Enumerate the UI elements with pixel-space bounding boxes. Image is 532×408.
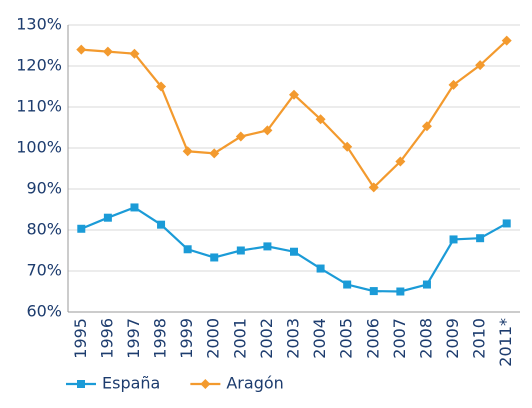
data-point xyxy=(76,44,87,55)
x-tick-label: 2006 xyxy=(363,318,382,359)
data-point xyxy=(289,89,299,100)
x-tick-label: 1998 xyxy=(151,318,170,359)
x-tick-label: 2007 xyxy=(390,318,409,359)
y-tick-label: 110% xyxy=(16,97,62,116)
data-point xyxy=(421,121,432,132)
x-tick-label: 2008 xyxy=(416,318,435,359)
legend-label: Aragón xyxy=(226,374,283,393)
data-point xyxy=(368,182,379,193)
x-tick-label: 1999 xyxy=(177,318,196,359)
y-tick-label: 90% xyxy=(26,179,62,198)
x-tick-label: 2011* xyxy=(496,318,515,367)
data-point xyxy=(263,242,272,251)
x-tick-label: 1996 xyxy=(97,318,116,359)
y-tick-label: 100% xyxy=(16,138,62,157)
data-point xyxy=(102,46,113,57)
data-point xyxy=(475,60,486,71)
data-point xyxy=(422,280,431,289)
data-point xyxy=(183,245,192,254)
legend-marker xyxy=(200,379,211,389)
data-point xyxy=(236,246,245,255)
data-point xyxy=(156,81,167,92)
x-tick-label: 2004 xyxy=(310,318,329,359)
series-line xyxy=(81,39,508,190)
data-point xyxy=(103,213,112,222)
data-point xyxy=(157,220,166,229)
data-point xyxy=(448,79,459,90)
data-point xyxy=(262,125,273,136)
data-point xyxy=(129,48,140,59)
y-tick-label: 70% xyxy=(26,261,62,280)
data-point xyxy=(130,203,139,212)
x-tick-label: 2003 xyxy=(284,318,303,359)
data-point xyxy=(476,234,485,243)
y-tick-label: 130% xyxy=(16,15,62,34)
x-tick-label: 2001 xyxy=(230,318,249,359)
legend-marker xyxy=(77,380,85,388)
y-tick-label: 80% xyxy=(26,220,62,239)
data-point xyxy=(502,219,511,228)
x-tick-label: 2002 xyxy=(257,318,276,359)
x-tick-label: 2010 xyxy=(470,318,489,359)
x-tick-label: 2005 xyxy=(337,318,356,359)
y-tick-label: 120% xyxy=(16,56,62,75)
data-point xyxy=(449,235,458,244)
x-tick-label: 1997 xyxy=(124,318,143,359)
x-tick-label: 2009 xyxy=(443,318,462,359)
data-point xyxy=(396,287,405,296)
data-point xyxy=(343,280,352,289)
data-point xyxy=(209,148,220,159)
data-point xyxy=(182,146,193,157)
data-point xyxy=(290,247,298,256)
x-tick-label: 1995 xyxy=(71,318,90,359)
data-point xyxy=(316,264,325,273)
y-tick-label: 60% xyxy=(26,302,62,321)
data-point xyxy=(501,35,512,46)
data-point xyxy=(369,287,378,296)
data-point xyxy=(315,114,326,125)
data-point xyxy=(235,131,246,142)
data-point xyxy=(77,224,86,233)
x-tick-label: 2000 xyxy=(204,318,223,359)
data-point xyxy=(210,253,219,262)
legend-label: España xyxy=(102,374,160,393)
data-point xyxy=(395,156,406,167)
data-point xyxy=(342,141,353,152)
